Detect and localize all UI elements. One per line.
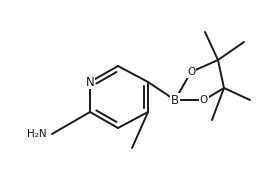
Text: O: O [200,95,208,105]
Text: B: B [171,94,179,106]
Text: O: O [187,67,195,77]
Text: H₂N: H₂N [27,129,47,139]
Text: N: N [86,76,94,88]
